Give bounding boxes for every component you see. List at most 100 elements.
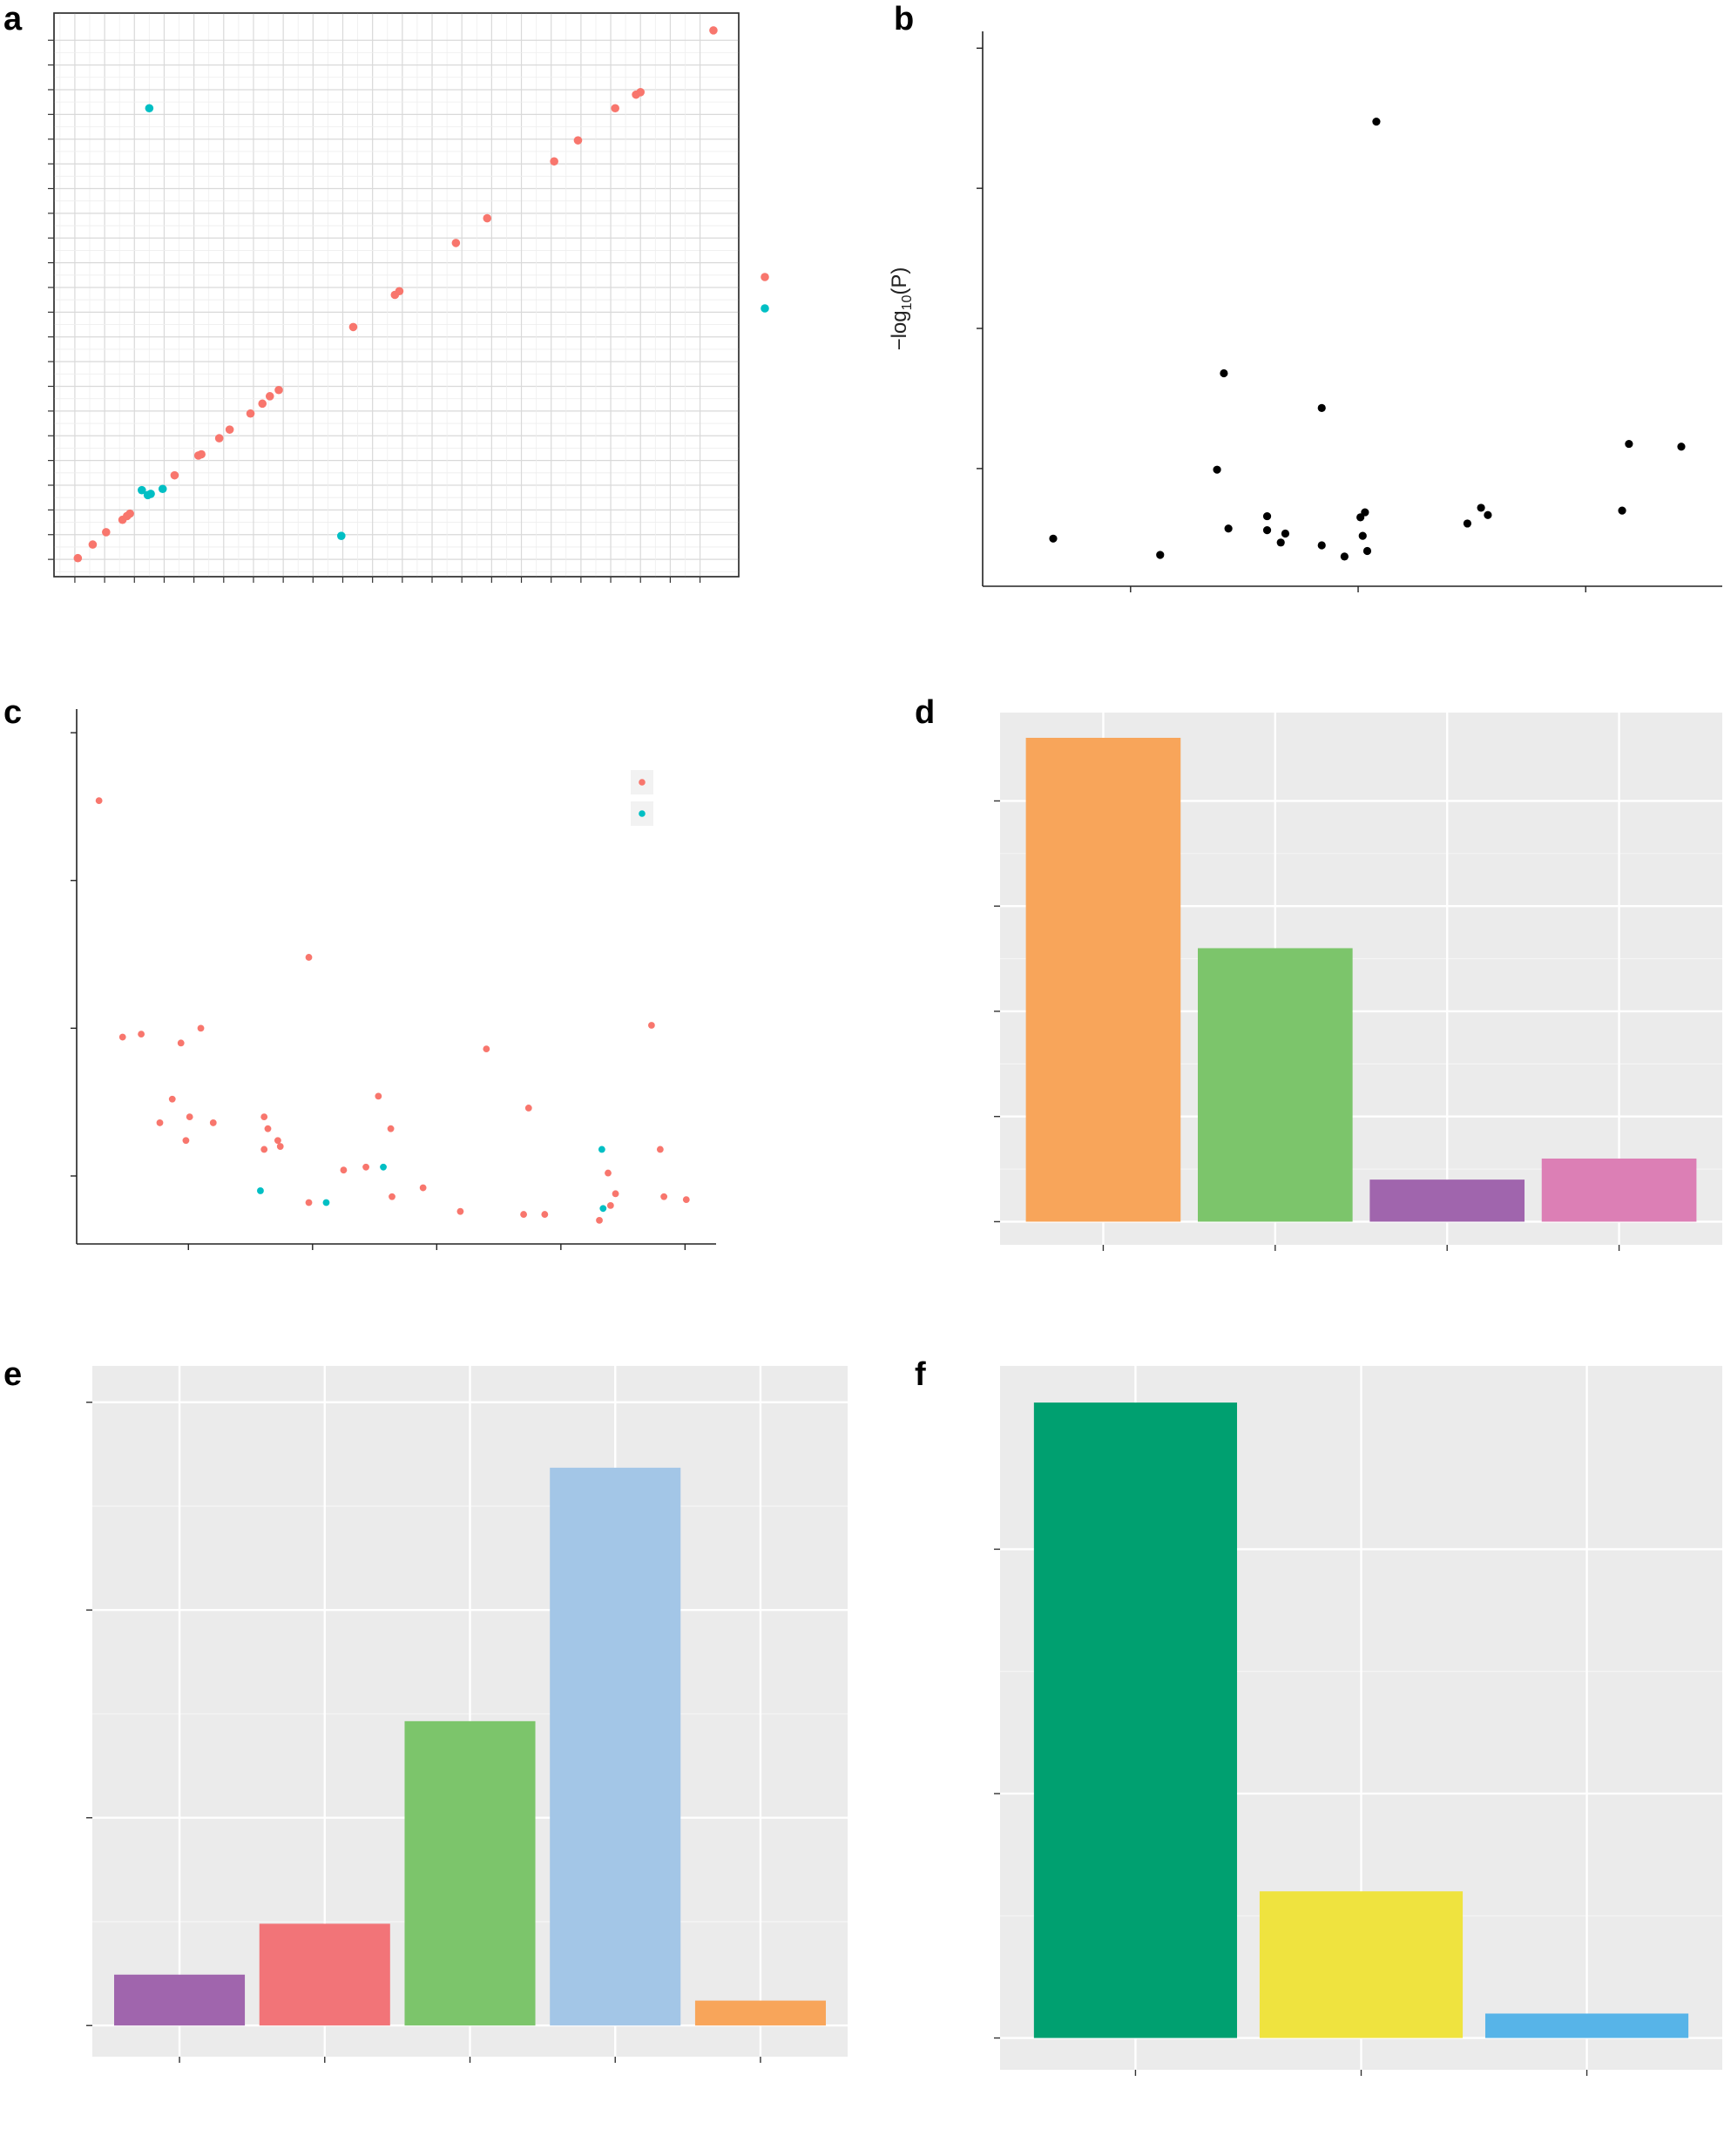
- bar-2: [1259, 1891, 1464, 2038]
- y-axis-title-subscript: 10: [900, 294, 915, 310]
- panel-letter-b: b: [894, 1, 914, 37]
- point-cis: [264, 1125, 272, 1132]
- point-cis: [88, 540, 98, 549]
- point-cis: [260, 1113, 268, 1121]
- point-cis: [197, 449, 206, 459]
- plot-a-border: [53, 12, 740, 578]
- point-cis: [709, 26, 718, 35]
- point-points: [1317, 541, 1326, 550]
- point-cis: [456, 1207, 464, 1215]
- panel-a-chart: [48, 12, 769, 583]
- point-points: [1224, 524, 1233, 533]
- point-trans: [380, 1163, 387, 1171]
- panel-letter-f: f: [915, 1356, 926, 1393]
- point-points: [1276, 538, 1285, 547]
- bar-3: [1484, 2013, 1689, 2038]
- point-trans: [598, 1146, 605, 1153]
- point-cis: [611, 104, 619, 113]
- point-cis: [138, 1031, 145, 1038]
- panel-letter-d: d: [915, 694, 935, 731]
- point-cis: [197, 1024, 205, 1032]
- bar-0-10-: [1025, 737, 1181, 1222]
- y-axis-title-main: −log: [888, 310, 911, 350]
- point-cis: [95, 797, 103, 805]
- point-cis: [375, 1092, 382, 1100]
- point-cis: [362, 1163, 369, 1171]
- point-cis: [387, 1125, 395, 1132]
- point-trans: [138, 485, 146, 495]
- y-axis-title: −log10(P): [888, 267, 915, 351]
- point-cis: [419, 1184, 427, 1192]
- point-cis: [348, 322, 358, 332]
- point-points: [1358, 531, 1367, 540]
- point-cis: [573, 136, 583, 145]
- point-points: [1049, 534, 1058, 543]
- y-axis-title-end: (P): [888, 267, 911, 295]
- point-cis: [118, 1033, 126, 1041]
- point-cis: [305, 1199, 313, 1206]
- point-cis: [660, 1193, 668, 1200]
- point-cis: [225, 425, 234, 434]
- panel-letter-a: a: [3, 1, 23, 37]
- point-cis: [168, 1095, 176, 1103]
- bar-21-30-: [1369, 1179, 1525, 1222]
- point-cis: [102, 528, 111, 537]
- point-cis: [209, 1119, 217, 1126]
- point-cis: [305, 954, 313, 961]
- panel-b-chart: −log10(P): [888, 31, 1722, 592]
- point-cis: [260, 1146, 268, 1153]
- point-cis: [125, 509, 134, 518]
- legend-key-trans: [639, 810, 646, 817]
- point-cis: [596, 1216, 603, 1224]
- point-cis: [258, 399, 267, 409]
- bar-downstream: [114, 1974, 246, 2026]
- point-points: [1625, 439, 1633, 449]
- point-cis: [170, 470, 179, 480]
- point-cis: [395, 287, 404, 296]
- point-trans: [599, 1205, 607, 1213]
- bar-11-20-: [1197, 948, 1353, 1222]
- point-cis: [647, 1022, 655, 1029]
- point-points: [1340, 552, 1349, 561]
- point-points: [1220, 368, 1228, 378]
- point-cis: [265, 392, 274, 401]
- bar-1: [1033, 1402, 1238, 2038]
- point-cis: [246, 409, 255, 418]
- point-points: [1618, 506, 1626, 515]
- point-cis: [605, 1169, 612, 1177]
- bar-ncrna-intronic: [694, 2000, 826, 2026]
- point-cis: [483, 213, 492, 223]
- legend-key-cis: [761, 273, 769, 281]
- point-points: [1317, 403, 1326, 412]
- point-cis: [156, 1119, 164, 1126]
- point-trans: [146, 490, 155, 498]
- panel-e-chart: [86, 1366, 848, 2063]
- point-cis: [520, 1211, 527, 1218]
- point-cis: [186, 1113, 193, 1121]
- panel-f-chart: [994, 1366, 1722, 2076]
- point-cis: [612, 1190, 619, 1198]
- legend-key-trans: [761, 304, 769, 313]
- panel-letter-c: c: [3, 694, 22, 731]
- point-points: [1477, 504, 1485, 512]
- point-cis: [524, 1105, 532, 1112]
- point-trans: [158, 484, 167, 494]
- bar-exonic: [259, 1923, 390, 2026]
- point-trans: [322, 1199, 330, 1206]
- point-cis: [541, 1211, 549, 1218]
- point-points: [1484, 510, 1492, 519]
- legend-key-cis: [639, 779, 646, 786]
- point-cis: [656, 1146, 664, 1153]
- point-cis: [177, 1039, 185, 1047]
- point-points: [1281, 529, 1290, 538]
- point-points: [1372, 117, 1381, 126]
- point-cis: [274, 1137, 281, 1145]
- point-cis: [550, 157, 558, 166]
- point-points: [1463, 519, 1472, 528]
- point-points: [1361, 508, 1369, 517]
- point-cis: [682, 1196, 690, 1204]
- point-points: [1262, 511, 1272, 521]
- panel-letter-e: e: [3, 1356, 22, 1393]
